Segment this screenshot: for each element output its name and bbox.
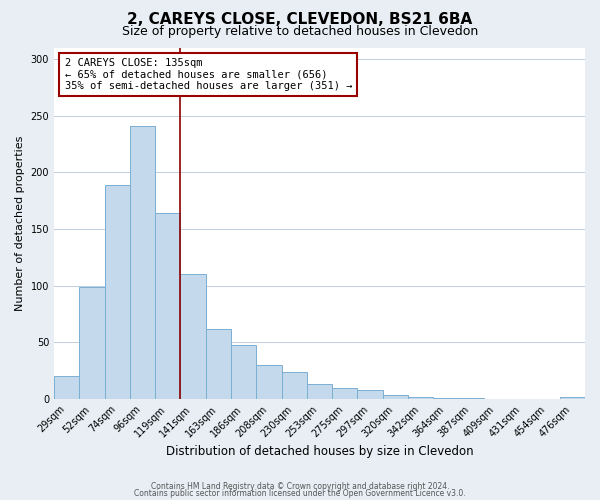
Bar: [256, 365, 281, 399]
Bar: [458, 398, 484, 399]
Text: Contains public sector information licensed under the Open Government Licence v3: Contains public sector information licen…: [134, 488, 466, 498]
Bar: [181, 274, 206, 399]
Bar: [130, 126, 155, 399]
Bar: [408, 397, 433, 399]
Bar: [560, 397, 585, 399]
Bar: [155, 213, 181, 399]
Text: Size of property relative to detached houses in Clevedon: Size of property relative to detached ho…: [122, 25, 478, 38]
Bar: [231, 344, 256, 399]
Bar: [433, 398, 458, 399]
Text: 2 CAREYS CLOSE: 135sqm
← 65% of detached houses are smaller (656)
35% of semi-de: 2 CAREYS CLOSE: 135sqm ← 65% of detached…: [65, 58, 352, 91]
Bar: [206, 329, 231, 399]
Bar: [54, 376, 79, 399]
Text: Contains HM Land Registry data © Crown copyright and database right 2024.: Contains HM Land Registry data © Crown c…: [151, 482, 449, 491]
Bar: [104, 184, 130, 399]
Y-axis label: Number of detached properties: Number of detached properties: [15, 136, 25, 311]
Bar: [332, 388, 358, 399]
X-axis label: Distribution of detached houses by size in Clevedon: Distribution of detached houses by size …: [166, 444, 473, 458]
Bar: [358, 390, 383, 399]
Bar: [79, 287, 104, 399]
Bar: [307, 384, 332, 399]
Text: 2, CAREYS CLOSE, CLEVEDON, BS21 6BA: 2, CAREYS CLOSE, CLEVEDON, BS21 6BA: [127, 12, 473, 28]
Bar: [281, 372, 307, 399]
Bar: [383, 394, 408, 399]
